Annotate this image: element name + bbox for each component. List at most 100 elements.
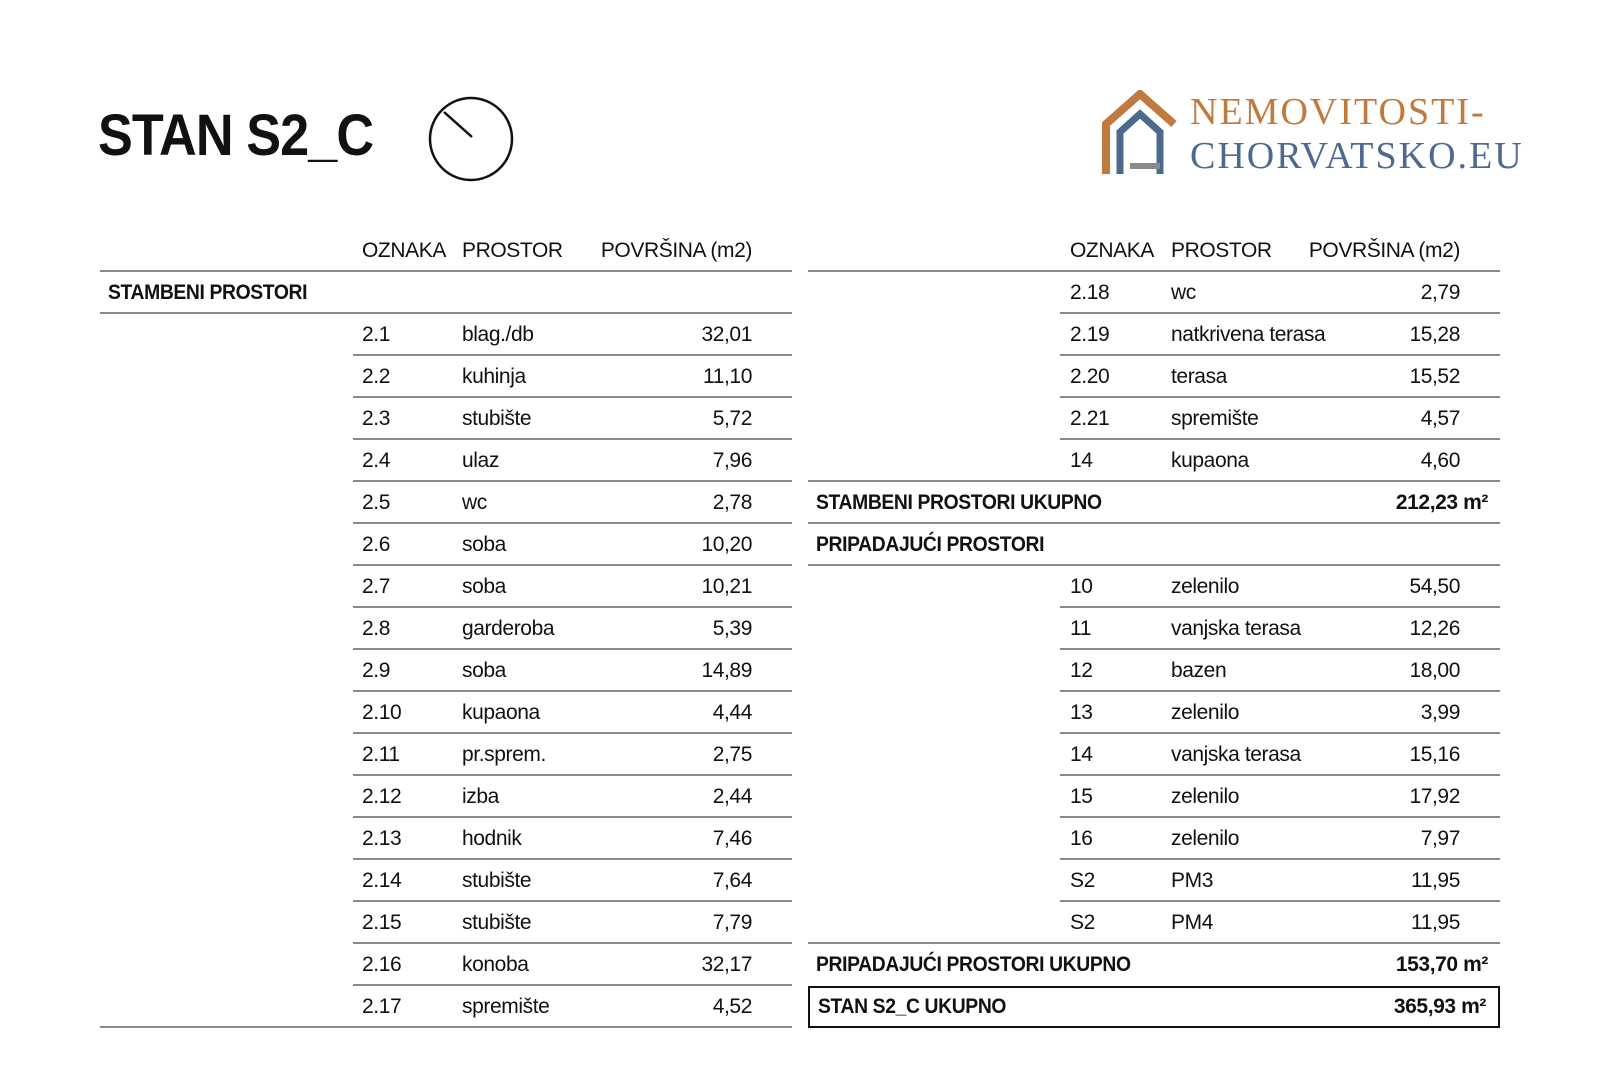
row-povrsina: 32,01 <box>701 323 752 346</box>
section-pripadajuci-label: PRIPADAJUĆI PROSTORI <box>816 533 1045 556</box>
page-title: STAN S2_C <box>98 103 374 168</box>
pripadajuci-total-value: 153,70 m² <box>1395 953 1489 976</box>
row-povrsina: 7,46 <box>712 827 753 850</box>
row-povrsina: 10,20 <box>701 533 752 556</box>
row-oznaka: 2.15 <box>362 911 402 934</box>
row-povrsina: 14,89 <box>701 659 752 682</box>
table-header: OZNAKA PROSTOR POVRŠINA (m2) <box>808 230 1500 272</box>
row-povrsina: 11,10 <box>703 365 752 388</box>
row-prostor: spremište <box>462 995 550 1018</box>
row-prostor: soba <box>462 659 506 682</box>
row-prostor: zelenilo <box>1171 701 1240 724</box>
right-area-table: OZNAKA PROSTOR POVRŠINA (m2) 2.18 wc 2,79 2.19… <box>808 230 1500 1028</box>
row-oznaka: 2.21 <box>1070 407 1110 430</box>
row-oznaka: 14 <box>1070 743 1093 766</box>
table-row: 14 vanjska terasa 15,16 <box>808 734 1500 776</box>
row-prostor: zelenilo <box>1171 785 1240 808</box>
table-row: 14 kupaona 4,60 <box>808 440 1500 482</box>
table-row: 2.3 stubište 5,72 <box>100 398 792 440</box>
row-oznaka: S2 <box>1070 911 1095 934</box>
row-prostor: terasa <box>1171 365 1227 388</box>
row-oznaka: 2.4 <box>362 449 390 472</box>
row-prostor: blag./db <box>462 323 534 346</box>
row-oznaka: 2.6 <box>362 533 390 556</box>
row-povrsina: 11,95 <box>1411 869 1460 892</box>
table-row: 13 zelenilo 3,99 <box>808 692 1500 734</box>
row-oznaka: 2.9 <box>362 659 390 682</box>
row-oznaka: 2.5 <box>362 491 390 514</box>
row-oznaka: 2.3 <box>362 407 390 430</box>
row-oznaka: 2.18 <box>1070 281 1110 304</box>
table-row: 11 vanjska terasa 12,26 <box>808 608 1500 650</box>
row-povrsina: 11,95 <box>1411 911 1460 934</box>
stambeni-total-label: STAMBENI PROSTORI UKUPNO <box>816 491 1102 514</box>
row-oznaka: 2.7 <box>362 575 390 598</box>
row-oznaka: 2.10 <box>362 701 402 724</box>
row-povrsina: 2,44 <box>712 785 753 808</box>
row-prostor: vanjska terasa <box>1171 617 1301 640</box>
section-pripadajuci: PRIPADAJUĆI PROSTORI <box>808 524 1500 566</box>
table-row: 2.19 natkrivena terasa 15,28 <box>808 314 1500 356</box>
table-row: 2.17 spremište 4,52 <box>100 986 792 1028</box>
row-povrsina: 12,26 <box>1409 617 1460 640</box>
table-row: S2 PM3 11,95 <box>808 860 1500 902</box>
row-oznaka: 2.8 <box>362 617 390 640</box>
table-row: 2.11 pr.sprem. 2,75 <box>100 734 792 776</box>
row-prostor: izba <box>462 785 499 808</box>
row-prostor: PM3 <box>1171 869 1213 892</box>
table-row: 2.13 hodnik 7,46 <box>100 818 792 860</box>
table-row: 2.16 konoba 32,17 <box>100 944 792 986</box>
header-prostor: PROSTOR <box>462 239 563 262</box>
row-povrsina: 15,16 <box>1409 743 1460 766</box>
row-povrsina: 7,79 <box>712 911 753 934</box>
row-oznaka: 12 <box>1070 659 1093 682</box>
row-oznaka: 13 <box>1070 701 1093 724</box>
row-prostor: vanjska terasa <box>1171 743 1301 766</box>
row-prostor: stubište <box>462 869 532 892</box>
row-oznaka: 2.2 <box>362 365 390 388</box>
row-oznaka: 2.19 <box>1070 323 1110 346</box>
row-povrsina: 4,52 <box>712 995 753 1018</box>
row-povrsina: 4,57 <box>1420 407 1461 430</box>
watermark: NEMOVITOSTI- CHORVATSKO.EU <box>1100 88 1522 185</box>
row-povrsina: 7,96 <box>712 449 753 472</box>
row-prostor: ulaz <box>462 449 499 472</box>
row-prostor: konoba <box>462 953 529 976</box>
row-oznaka: 15 <box>1070 785 1093 808</box>
pripadajuci-total: PRIPADAJUĆI PROSTORI UKUPNO 153,70 m² <box>808 944 1500 986</box>
header-oznaka: OZNAKA <box>362 239 446 262</box>
row-prostor: soba <box>462 533 506 556</box>
stan-total-label: STAN S2_C UKUPNO <box>818 995 1007 1018</box>
row-povrsina: 5,72 <box>712 407 753 430</box>
row-oznaka: 2.12 <box>362 785 402 808</box>
row-prostor: spremište <box>1171 407 1259 430</box>
header-povrsina: POVRŠINA (m2) <box>1308 239 1461 262</box>
pripadajuci-total-label: PRIPADAJUĆI PROSTORI UKUPNO <box>816 953 1131 976</box>
row-oznaka: 10 <box>1070 575 1093 598</box>
row-prostor: natkrivena terasa <box>1171 323 1326 346</box>
header-oznaka: OZNAKA <box>1070 239 1154 262</box>
table-header: OZNAKA PROSTOR POVRŠINA (m2) <box>100 230 792 272</box>
row-povrsina: 15,28 <box>1409 323 1460 346</box>
row-povrsina: 7,97 <box>1420 827 1461 850</box>
stambeni-total-value: 212,23 m² <box>1395 491 1489 514</box>
row-povrsina: 10,21 <box>701 575 752 598</box>
row-oznaka: 16 <box>1070 827 1093 850</box>
table-row: 2.15 stubište 7,79 <box>100 902 792 944</box>
row-prostor: garderoba <box>462 617 555 640</box>
section-stambeni: STAMBENI PROSTORI <box>100 272 792 314</box>
row-prostor: PM4 <box>1171 911 1213 934</box>
row-prostor: kuhinja <box>462 365 526 388</box>
row-oznaka: 2.11 <box>362 743 400 766</box>
header-prostor: PROSTOR <box>1171 239 1272 262</box>
row-povrsina: 18,00 <box>1409 659 1460 682</box>
row-povrsina: 2,75 <box>712 743 753 766</box>
row-oznaka: 2.1 <box>362 323 390 346</box>
row-povrsina: 2,78 <box>712 491 753 514</box>
row-oznaka: 2.20 <box>1070 365 1110 388</box>
table-row: 2.9 soba 14,89 <box>100 650 792 692</box>
table-row: 2.5 wc 2,78 <box>100 482 792 524</box>
row-prostor: wc <box>1171 281 1196 304</box>
row-povrsina: 54,50 <box>1409 575 1460 598</box>
row-povrsina: 17,92 <box>1409 785 1460 808</box>
